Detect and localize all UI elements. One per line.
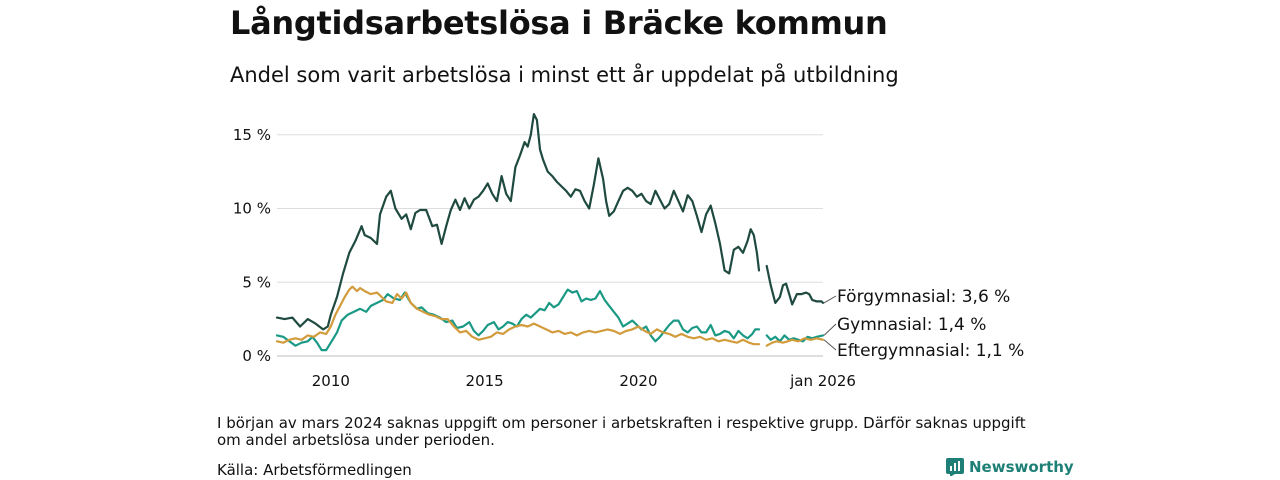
- y-tick-label: 0 %: [242, 347, 271, 365]
- line-chart: 0 % 5 % 10 % 15 % 2010 2015 2020 jan 2026 Förg…: [233, 113, 1024, 390]
- series-line-gymnasial: [275, 288, 761, 352]
- source-label: Källa: Arbetsförmedlingen: [217, 461, 412, 479]
- gridlines: [277, 134, 823, 357]
- y-tick-label: 10 %: [233, 200, 271, 218]
- label-leader-line: [823, 295, 837, 304]
- chart-subtitle: Andel som varit arbetslösa i minst ett å…: [230, 63, 899, 87]
- y-tick-label: 15 %: [233, 126, 271, 144]
- chart-title: Långtidsarbetslösa i Bräcke kommun: [230, 4, 888, 42]
- bar-chart-icon: [946, 458, 964, 476]
- y-tick-label: 5 %: [242, 273, 271, 291]
- series-line-förgymnasial: [765, 264, 825, 306]
- end-label-förgymnasial: Förgymnasial: 3,6 %: [837, 287, 1010, 307]
- series-lines: [275, 113, 825, 352]
- label-leader-line: [823, 323, 837, 336]
- footnote: I början av mars 2024 saknas uppgift om …: [217, 414, 1026, 449]
- end-labels: Förgymnasial: 3,6 % Gymnasial: 1,4 % Efter…: [823, 287, 1024, 361]
- brand-name: Newsworthy: [969, 458, 1074, 476]
- newsworthy-logo[interactable]: Newsworthy: [946, 458, 1074, 476]
- series-line-eftergymnasial: [765, 337, 825, 347]
- x-axis: 2010 2015 2020 jan 2026: [312, 372, 856, 390]
- label-leader-line: [823, 339, 837, 351]
- x-tick-label: jan 2026: [789, 372, 856, 390]
- x-tick-label: 2010: [312, 372, 350, 390]
- series-line-förgymnasial: [275, 113, 761, 331]
- end-label-gymnasial: Gymnasial: 1,4 %: [837, 315, 986, 335]
- end-label-eftergymnasial: Eftergymnasial: 1,1 %: [837, 341, 1024, 361]
- x-tick-label: 2015: [466, 372, 504, 390]
- y-axis: 0 % 5 % 10 % 15 %: [233, 126, 271, 365]
- series-line-eftergymnasial: [275, 285, 761, 346]
- x-tick-label: 2020: [619, 372, 657, 390]
